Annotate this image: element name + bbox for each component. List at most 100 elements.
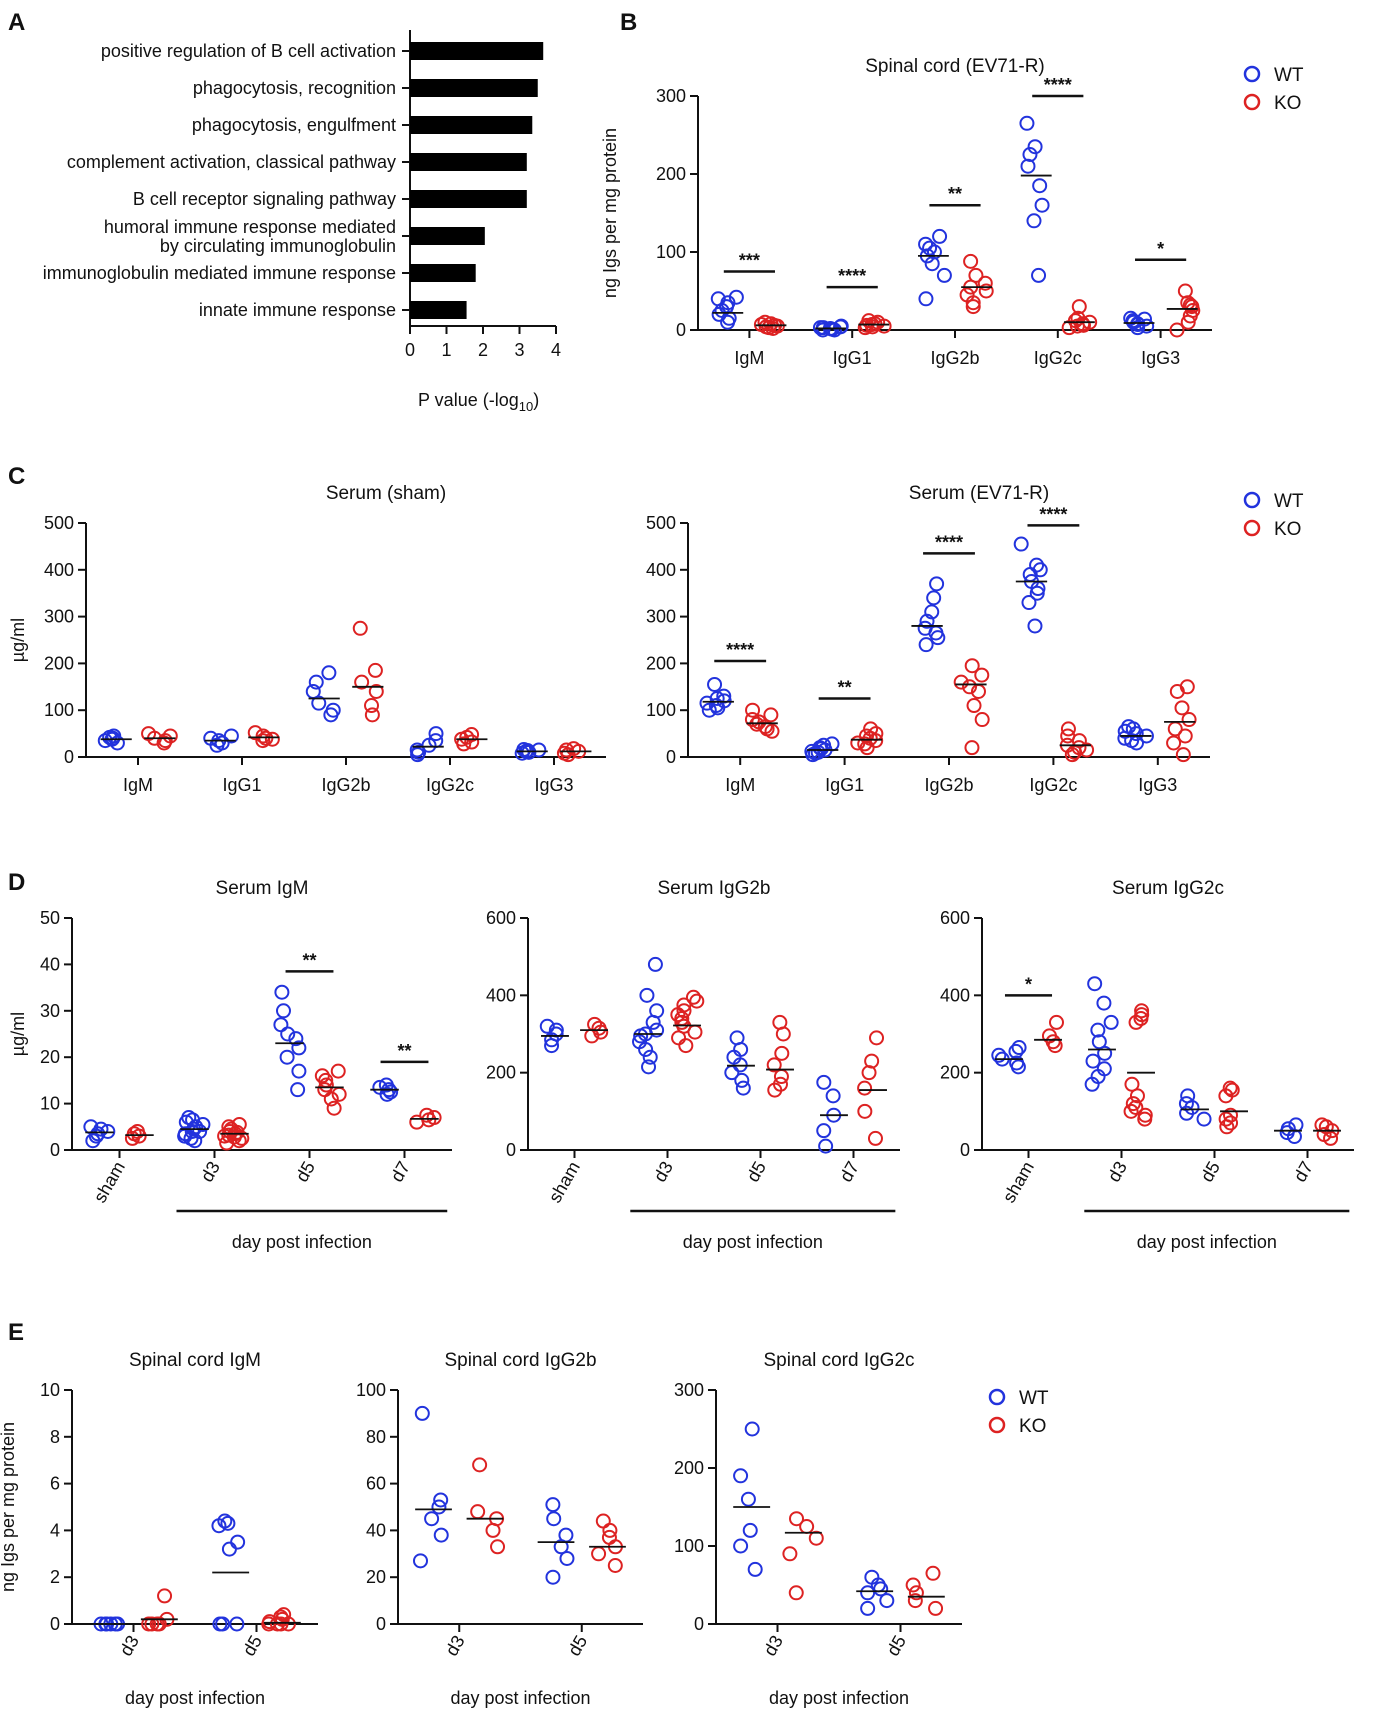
wt-point: [1280, 1121, 1296, 1137]
wt-point: [1096, 1061, 1112, 1077]
wt-point: [879, 1593, 895, 1609]
significance-stars: ****: [1039, 504, 1067, 524]
legend-wt-label: WT: [1274, 65, 1304, 86]
ko-point: [368, 683, 384, 699]
y-tick-label: 2: [50, 1567, 60, 1587]
x-tick-label: d5: [239, 1632, 266, 1659]
plot-title: Serum (EV71-R): [909, 483, 1049, 504]
wt-point: [431, 1499, 447, 1515]
x-tick-label: d3: [441, 1632, 468, 1659]
wt-point: [919, 613, 935, 629]
panel-letter-e: E: [8, 1319, 24, 1346]
wt-point: [413, 1553, 429, 1569]
wt-point: [181, 1110, 197, 1126]
ko-point: [1166, 735, 1182, 751]
ko-point: [221, 1127, 237, 1143]
y-tick-label: 600: [940, 908, 970, 928]
wt-point: [1085, 1053, 1101, 1069]
ko-point: [864, 1053, 880, 1069]
legend-wt-marker: [1243, 65, 1261, 83]
wt-point: [649, 1022, 665, 1038]
significance-stars: ****: [1044, 75, 1072, 95]
wt-point: [924, 604, 940, 620]
ko-point: [464, 734, 480, 750]
y-tick-label: 200: [44, 653, 74, 673]
wt-point: [546, 1511, 562, 1527]
wt-point: [642, 1049, 658, 1065]
significance-stars: ****: [838, 266, 866, 286]
y-tick-label: 10: [40, 1094, 60, 1114]
x-tick-label: IgG1: [825, 775, 864, 795]
x-tick-label: d7: [836, 1158, 863, 1185]
ko-point: [857, 1080, 873, 1096]
legend-wt-marker: [1243, 491, 1261, 509]
wt-point: [184, 1123, 200, 1139]
ko-point: [141, 726, 157, 742]
ko-point: [959, 287, 975, 303]
significance-stars: *: [1157, 239, 1164, 259]
bar: [410, 301, 467, 319]
wt-point: [378, 1077, 394, 1093]
wt-point: [1103, 1014, 1119, 1030]
wt-point: [558, 1527, 574, 1543]
wt-point: [433, 1527, 449, 1543]
y-axis-label: µg/ml: [8, 1012, 28, 1056]
y-tick-label: immunoglobulin mediated immune response: [43, 263, 396, 283]
y-tick-label: 8: [50, 1427, 60, 1447]
wt-point: [93, 1121, 109, 1137]
wt-point: [932, 228, 948, 244]
significance-stars: **: [948, 184, 962, 204]
wt-point: [212, 1616, 228, 1632]
wt-point: [291, 1040, 307, 1056]
wt-point: [742, 1522, 758, 1538]
x-tick-label: d5: [1197, 1158, 1224, 1185]
x-tick-label: 0: [405, 340, 415, 360]
y-tick-label: 400: [44, 560, 74, 580]
bar: [410, 42, 544, 60]
bar: [410, 153, 527, 171]
y-tick-label: 100: [674, 1536, 704, 1556]
ko-point: [247, 725, 263, 741]
wt-point: [275, 1003, 291, 1019]
wt-point: [818, 1138, 834, 1154]
ko-point: [1125, 1096, 1141, 1112]
wt-point: [740, 1491, 756, 1507]
wt-point: [106, 728, 122, 744]
plot-title: Spinal cord IgG2c: [763, 1350, 914, 1371]
legend-ko-label: KO: [1274, 93, 1301, 114]
ko-point: [757, 314, 773, 330]
y-tick-label: 100: [656, 242, 686, 262]
plot-title: Serum IgM: [216, 878, 309, 899]
wt-point: [1029, 557, 1045, 573]
x-tick-label: sham: [999, 1158, 1038, 1206]
wt-point: [217, 1513, 233, 1529]
wt-point: [1026, 213, 1042, 229]
ko-point: [964, 740, 980, 756]
x-tick-label: IgG2b: [930, 348, 979, 368]
y-tick-label: 200: [486, 1063, 516, 1083]
x-tick-label: sham: [90, 1158, 129, 1206]
x-axis-label: day post infection: [450, 1688, 590, 1708]
wt-point: [1121, 719, 1137, 735]
x-tick-label: d7: [387, 1158, 414, 1185]
ko-point: [607, 1558, 623, 1573]
wt-point: [1031, 267, 1047, 283]
y-tick-label: 500: [646, 513, 676, 533]
ko-point: [1060, 721, 1076, 737]
wt-point: [1125, 313, 1141, 329]
y-tick-label: 100: [44, 700, 74, 720]
ko-point: [772, 1076, 788, 1092]
plot-title: Serum IgG2b: [658, 878, 771, 899]
ko-point: [953, 674, 969, 690]
y-tick-label: 200: [646, 653, 676, 673]
y-tick-label: 400: [940, 985, 970, 1005]
wt-point: [707, 676, 723, 692]
ko-point: [470, 1504, 486, 1520]
wt-point: [559, 1550, 575, 1566]
x-tick-label: d5: [564, 1632, 591, 1659]
significance-stars: ***: [739, 251, 760, 271]
wt-point: [929, 576, 945, 592]
ko-point: [925, 1565, 941, 1581]
y-tick-label: 80: [366, 1427, 386, 1447]
wt-point: [274, 984, 290, 1000]
